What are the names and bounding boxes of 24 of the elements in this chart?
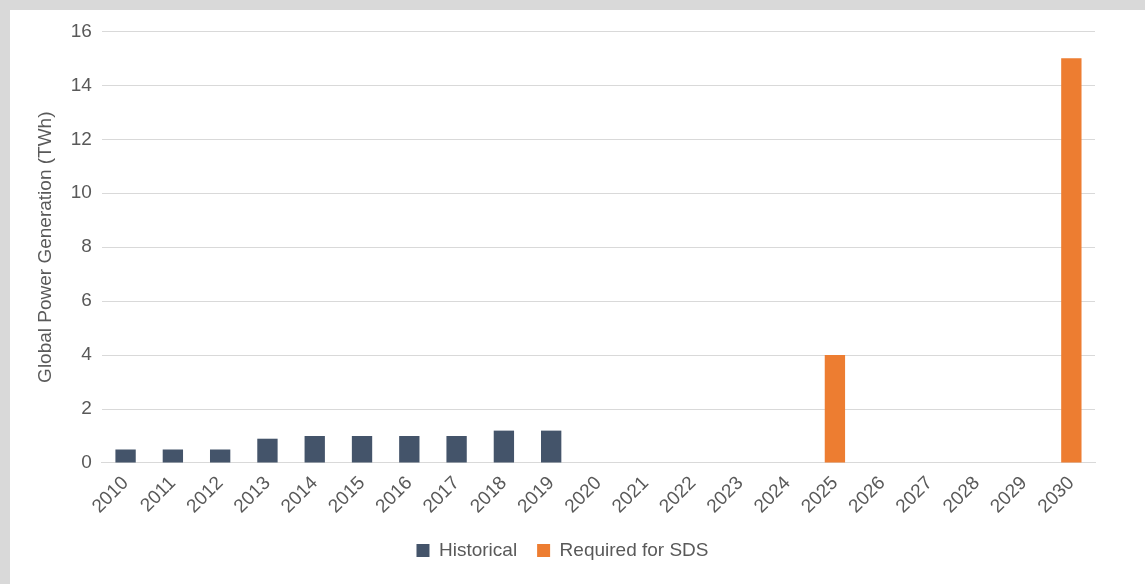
bar (1061, 58, 1082, 463)
y-tick-label: 16 (70, 19, 92, 41)
y-tick-label: 0 (81, 451, 92, 473)
bar (209, 449, 231, 463)
y-tick-label: 4 (81, 343, 93, 365)
bar (446, 436, 467, 463)
y-tick-label: 2 (81, 397, 92, 419)
y-tick-label: 12 (70, 127, 92, 149)
bar (257, 438, 278, 463)
legend-label: Historical (438, 538, 518, 560)
bar (824, 355, 846, 463)
legend-label: Required for SDS (559, 538, 709, 560)
bar (493, 430, 515, 463)
y-tick-label: 8 (81, 235, 92, 257)
y-tick-label: 6 (81, 289, 92, 311)
y-axis-title: Global Power Generation (TWh) (33, 111, 55, 383)
bar (162, 449, 184, 463)
bar (399, 436, 420, 463)
bar (304, 436, 325, 463)
bar (541, 430, 562, 463)
bar (351, 436, 373, 463)
y-tick-label: 14 (70, 73, 93, 95)
bar (115, 449, 136, 463)
y-tick-label: 10 (70, 181, 92, 203)
